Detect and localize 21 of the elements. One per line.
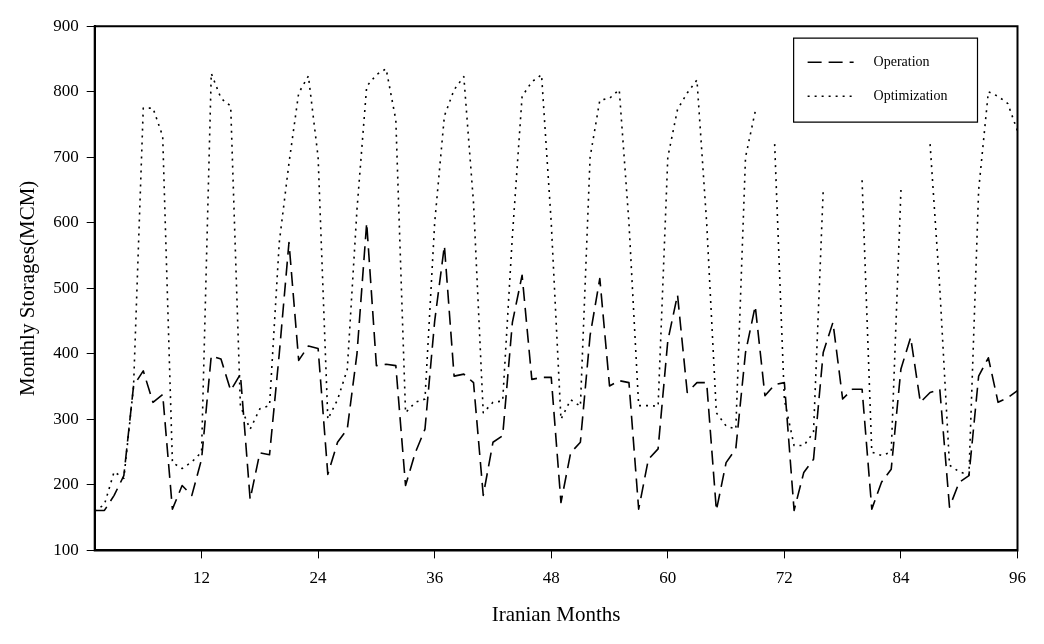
x-tick-label: 60 <box>659 568 677 588</box>
y-tick-label: 800 <box>53 81 79 101</box>
x-tick-label: 36 <box>426 568 444 588</box>
y-tick-label: 100 <box>53 539 79 559</box>
legend-label: Operation <box>873 53 930 69</box>
y-tick-label: 500 <box>53 277 79 297</box>
y-axis-title: Monthly Storages(MCM) <box>15 180 40 396</box>
x-tick-label: 84 <box>892 568 910 588</box>
x-tick-label: 24 <box>309 568 328 588</box>
y-tick-label: 700 <box>53 146 79 166</box>
y-tick-label: 300 <box>53 408 79 428</box>
x-tick-label: 72 <box>775 568 793 588</box>
y-tick-label: 600 <box>53 212 79 232</box>
x-tick-label: 96 <box>1009 568 1026 588</box>
y-tick-label: 400 <box>53 343 79 363</box>
y-tick-label: 900 <box>53 15 79 35</box>
x-axis-title: Iranian Months <box>491 601 621 626</box>
x-tick-label: 48 <box>542 568 560 588</box>
y-tick-label: 200 <box>53 474 79 494</box>
legend-label: Optimization <box>873 87 948 103</box>
x-tick-label: 12 <box>193 568 211 588</box>
